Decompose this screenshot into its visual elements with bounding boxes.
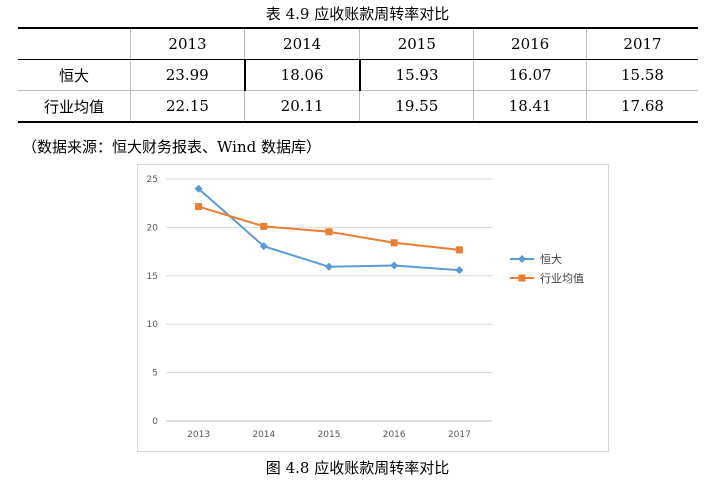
data-point <box>455 246 463 254</box>
data-point <box>390 239 398 247</box>
year-header: 2013 <box>130 27 245 60</box>
table-cell: 19.55 <box>359 90 474 123</box>
figure-caption: 图 4.8 应收账款周转率对比 <box>265 459 450 477</box>
table-cell: 18.41 <box>473 90 587 123</box>
year-header: 2015 <box>359 27 474 60</box>
line-chart: 0 5 10 15 20 25 2013 2014 2015 2016 2017 恒大行业均值 <box>137 164 609 452</box>
y-tick-label: 10 <box>147 320 159 330</box>
row-label: 恒大 <box>18 59 131 91</box>
table-row: 恒大 23.99 18.06 15.93 16.07 15.58 <box>18 59 698 91</box>
data-point <box>194 184 203 193</box>
x-tick-label: 2016 <box>383 430 406 440</box>
year-header: 2016 <box>473 27 587 60</box>
data-point <box>195 203 203 211</box>
data-source-note: （数据来源：恒大财务报表、Wind 数据库） <box>22 138 321 156</box>
y-tick-label: 15 <box>147 272 158 282</box>
series-line <box>198 205 460 251</box>
x-tick-label: 2014 <box>252 430 275 440</box>
data-point <box>390 261 399 270</box>
table-title: 表 4.9 应收账款周转率对比 <box>265 5 450 23</box>
table-cell: 20.11 <box>243 90 360 123</box>
y-tick-label: 20 <box>147 223 159 233</box>
table-cell: 15.58 <box>586 59 698 91</box>
data-point <box>260 222 268 230</box>
y-tick-label: 5 <box>152 369 158 379</box>
table-corner-cell <box>18 27 131 60</box>
data-point <box>325 228 333 236</box>
table-cell: 15.93 <box>359 59 474 91</box>
x-tick-label: 2017 <box>448 430 471 440</box>
data-point <box>455 266 464 275</box>
year-header: 2017 <box>586 27 698 60</box>
x-tick-label: 2013 <box>187 430 210 440</box>
legend-marker <box>518 255 526 263</box>
legend-label: 行业均值 <box>540 272 584 285</box>
legend-marker <box>518 274 526 282</box>
table-header-row: 2013 2014 2015 2016 2017 <box>18 27 698 60</box>
x-tick-label: 2015 <box>318 430 341 440</box>
table-cell: 16.07 <box>473 59 587 91</box>
turnover-table: 2013 2014 2015 2016 2017 恒大 23.99 18.06 … <box>18 27 698 123</box>
year-header: 2014 <box>243 27 360 60</box>
table-cell: 18.06 <box>243 59 361 91</box>
table-cell: 23.99 <box>130 59 246 91</box>
row-label: 行业均值 <box>18 90 131 123</box>
legend-label: 恒大 <box>540 252 562 266</box>
y-tick-label: 25 <box>147 175 158 185</box>
data-point <box>259 242 268 251</box>
table-cell: 17.68 <box>586 90 698 123</box>
y-tick-label: 0 <box>152 417 158 427</box>
table-row: 行业均值 22.15 20.11 19.55 18.41 17.68 <box>18 90 698 123</box>
data-point <box>325 262 333 271</box>
table-cell: 22.15 <box>130 90 245 123</box>
